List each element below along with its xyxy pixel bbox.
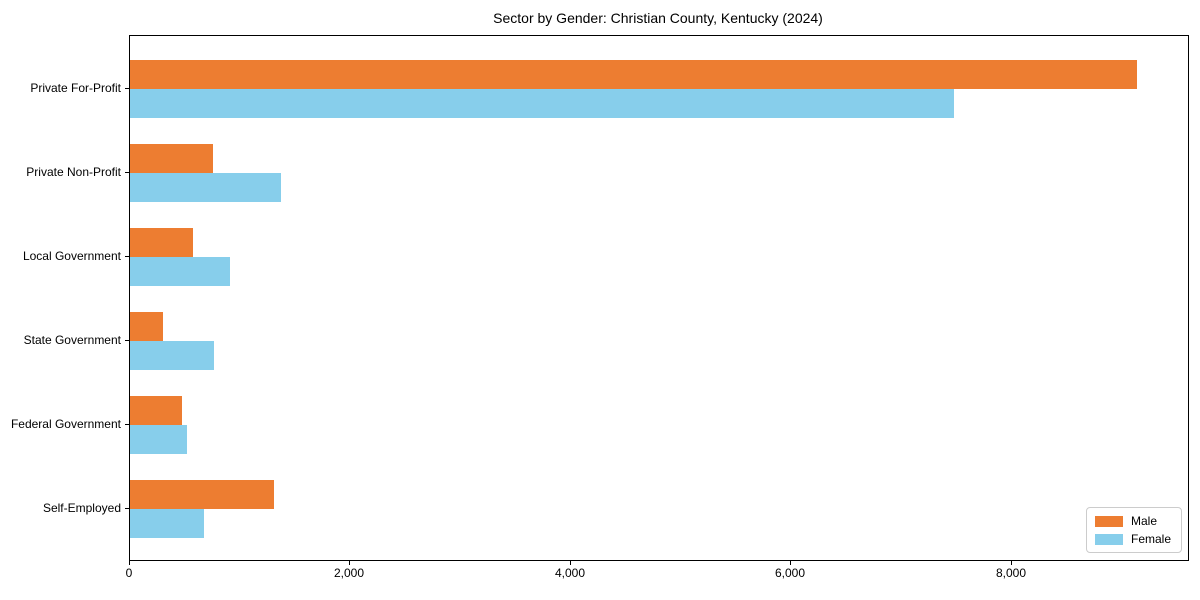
- bar-male-local-government: [130, 228, 193, 257]
- legend-label-female: Female: [1130, 532, 1171, 546]
- y-axis-label-local-government: Local Government: [22, 249, 121, 263]
- plot-area: Male Female: [129, 35, 1189, 561]
- y-tick-state-government: [125, 340, 130, 341]
- y-axis-label-private-non-profit: Private Non-Profit: [26, 165, 121, 179]
- y-tick-private-for-profit: [125, 88, 130, 89]
- bar-female-self-employed: [130, 509, 204, 538]
- legend: Male Female: [1085, 507, 1182, 553]
- bar-female-state-government: [130, 341, 214, 370]
- x-axis-label-0: 0: [125, 566, 133, 580]
- legend-swatch-female: [1094, 533, 1123, 545]
- bar-female-local-government: [130, 257, 230, 286]
- y-tick-self-employed: [125, 508, 130, 509]
- legend-item-female: Female: [1094, 532, 1171, 546]
- x-axis-label-4-000: 4,000: [554, 566, 586, 580]
- bar-male-self-employed: [130, 480, 274, 509]
- x-tick-2-000: [349, 560, 350, 565]
- bar-female-private-non-profit: [130, 173, 281, 202]
- x-axis-label-8-000: 8,000: [995, 566, 1027, 580]
- bar-female-federal-government: [130, 425, 187, 454]
- x-axis-label-6-000: 6,000: [774, 566, 806, 580]
- y-tick-local-government: [125, 256, 130, 257]
- y-axis-label-state-government: State Government: [23, 333, 121, 347]
- x-tick-0: [129, 560, 130, 565]
- x-axis-label-2-000: 2,000: [333, 566, 365, 580]
- x-tick-8-000: [1011, 560, 1012, 565]
- bar-male-state-government: [130, 312, 163, 341]
- y-tick-private-non-profit: [125, 172, 130, 173]
- bar-female-private-for-profit: [130, 89, 954, 118]
- x-tick-4-000: [570, 560, 571, 565]
- chart-title: Sector by Gender: Christian County, Kent…: [493, 10, 823, 26]
- y-axis-label-federal-government: Federal Government: [10, 417, 121, 431]
- legend-swatch-male: [1094, 515, 1123, 527]
- bar-male-private-non-profit: [130, 144, 213, 173]
- legend-item-male: Male: [1094, 514, 1171, 528]
- y-axis-label-private-for-profit: Private For-Profit: [30, 81, 121, 95]
- legend-label-male: Male: [1130, 514, 1157, 528]
- bar-male-private-for-profit: [130, 60, 1137, 89]
- y-axis-label-self-employed: Self-Employed: [42, 501, 121, 515]
- x-tick-6-000: [790, 560, 791, 565]
- y-tick-federal-government: [125, 424, 130, 425]
- bar-male-federal-government: [130, 396, 182, 425]
